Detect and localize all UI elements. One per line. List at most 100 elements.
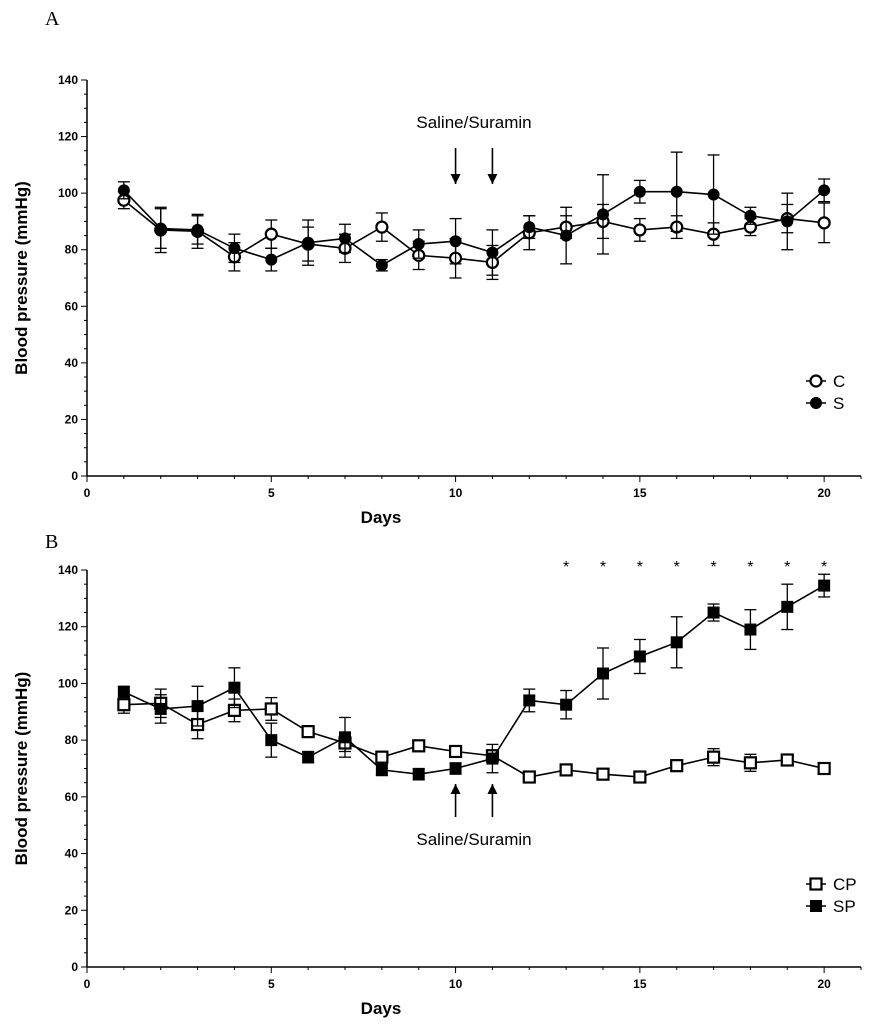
series-line	[123, 189, 825, 267]
legend-item-sp: SP	[806, 897, 856, 916]
y-tick-label: 20	[65, 412, 79, 426]
y-tick-label: 80	[65, 243, 79, 257]
data-point-sp	[302, 751, 315, 764]
panel-letter: B	[45, 531, 58, 553]
legend-marker-cp	[809, 877, 823, 891]
data-point-sp	[818, 579, 831, 592]
data-point-sp	[339, 731, 351, 744]
series-line	[123, 584, 825, 775]
y-tick-label: 60	[65, 299, 79, 313]
x-tick-label: 20	[817, 977, 831, 991]
annotation-label: Saline/Suramin	[416, 113, 531, 132]
data-point-sp	[486, 752, 499, 765]
y-tick-label: 0	[71, 960, 78, 974]
data-point-sp	[523, 694, 536, 707]
data-point-cp	[559, 763, 573, 777]
data-point-sp	[781, 600, 794, 613]
data-point-cp	[412, 739, 426, 753]
data-point-sp	[633, 650, 646, 663]
x-tick-label: 15	[633, 977, 647, 991]
data-point-sp	[560, 698, 573, 711]
legend-label: CP	[833, 875, 857, 894]
x-tick-label: 10	[449, 486, 463, 500]
series-sp	[117, 573, 831, 781]
data-point-s	[265, 253, 278, 266]
data-point-s	[486, 246, 499, 259]
y-tick-label: 100	[58, 186, 78, 200]
significance-star: *	[600, 559, 606, 576]
x-tick-label: 0	[84, 486, 91, 500]
legend-item-s: S	[806, 394, 844, 413]
data-point-s	[375, 259, 388, 272]
data-point-c	[633, 223, 647, 237]
data-point-cp	[301, 725, 315, 739]
data-point-sp	[449, 762, 462, 775]
data-point-s	[412, 238, 425, 251]
legend-item-c: C	[806, 372, 845, 391]
significance-star: *	[674, 559, 680, 576]
data-point-s	[191, 223, 204, 236]
series-c	[117, 191, 831, 281]
data-point-cp	[817, 761, 831, 776]
y-tick-label: 60	[65, 790, 79, 804]
y-tick-label: 40	[65, 847, 79, 861]
x-tick-label: 20	[817, 486, 831, 500]
legend: CP SP	[806, 875, 857, 916]
data-point-sp	[228, 681, 241, 694]
data-point-cp	[633, 770, 647, 784]
y-tick-label: 20	[65, 903, 79, 917]
x-tick-label: 0	[84, 977, 91, 991]
data-point-s	[670, 185, 683, 198]
data-point-sp	[670, 636, 683, 649]
legend-label: SP	[833, 897, 856, 916]
data-point-c	[817, 216, 831, 230]
significance-star: *	[563, 559, 569, 576]
treatment-arrow-up	[487, 784, 498, 817]
x-tick-label: 5	[268, 977, 275, 991]
data-point-cp	[670, 759, 684, 773]
legend-marker-sp	[810, 900, 822, 912]
legend-label: C	[833, 372, 845, 391]
panel-letter: A	[45, 8, 60, 30]
treatment-arrow-down-head	[487, 174, 498, 184]
significance-star: *	[637, 559, 643, 576]
x-axis-title: Days	[361, 508, 402, 527]
data-point-sp	[744, 623, 757, 636]
data-point-s	[818, 184, 831, 197]
series-s	[117, 151, 831, 276]
legend-item-cp: CP	[806, 875, 857, 894]
data-point-s	[597, 208, 609, 221]
treatment-arrow-down	[487, 148, 498, 184]
data-point-cp	[596, 767, 610, 781]
data-point-s	[523, 221, 536, 234]
data-point-cp	[264, 702, 278, 716]
data-point-s	[117, 184, 130, 197]
panel-b: B 0 20 40 60 80 100 120 140 0 5 10 15 20 Days Blood pre…	[12, 531, 862, 1018]
x-tick-label: 5	[268, 486, 275, 500]
data-point-cp	[448, 744, 463, 759]
data-point-s	[154, 222, 167, 235]
data-point-sp	[597, 667, 609, 680]
y-tick-label: 120	[58, 620, 78, 634]
treatment-arrow-down	[450, 148, 461, 184]
data-point-sp	[265, 734, 278, 747]
data-point-cp	[117, 698, 131, 712]
data-point-s	[302, 236, 315, 249]
data-point-s	[560, 229, 573, 242]
data-point-s	[449, 235, 462, 248]
data-point-s	[707, 188, 720, 201]
y-tick-label: 120	[58, 130, 78, 144]
x-axis-title: Days	[361, 999, 402, 1018]
legend-marker-c	[809, 374, 823, 388]
data-point-cp	[522, 770, 536, 784]
data-point-sp	[154, 702, 167, 715]
series-cp	[117, 688, 831, 784]
y-tick-label: 40	[65, 356, 79, 370]
legend-label: S	[833, 394, 844, 413]
x-tick-label: 15	[633, 486, 647, 500]
treatment-arrow-up-head	[487, 784, 498, 794]
legend: CS	[806, 372, 845, 413]
data-point-s	[339, 232, 351, 245]
y-tick-label: 80	[65, 733, 79, 747]
